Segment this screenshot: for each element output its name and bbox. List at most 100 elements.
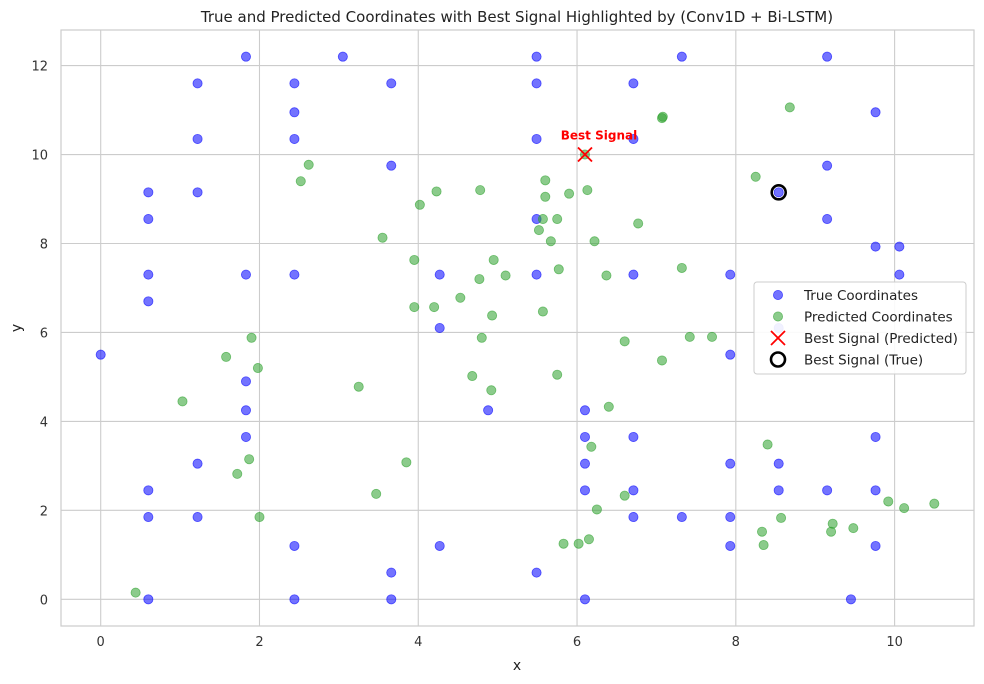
predicted-coordinates-point	[377, 232, 388, 243]
predicted-coordinates-point	[303, 159, 314, 170]
true-coordinates-point	[434, 269, 445, 280]
true-coordinates-point	[192, 187, 203, 198]
legend-label-best-signal-true: Best Signal (True)	[804, 353, 923, 369]
legend-marker-best-signal-true	[769, 351, 787, 368]
y-tick-label: 8	[40, 237, 48, 252]
predicted-coordinates-point	[750, 171, 761, 182]
predicted-coordinates-point	[130, 587, 141, 598]
true-coordinates-point	[337, 51, 348, 62]
true-coordinates-point	[143, 594, 154, 605]
predicted-coordinates-point	[656, 355, 667, 366]
true-coordinates-point	[628, 78, 639, 89]
predicted-coordinates-point	[899, 503, 910, 514]
x-tick-label: 4	[414, 635, 422, 650]
true-coordinates-point	[483, 405, 494, 416]
true-coordinates-point	[845, 594, 856, 605]
x-tick-label: 0	[97, 635, 105, 650]
true-coordinates-point	[192, 133, 203, 144]
true-coordinates-point	[894, 269, 905, 280]
legend-marker-predicted-coordinates	[773, 311, 784, 322]
legend: True Coordinates Predicted Coordinates Bes…	[753, 281, 967, 375]
true-coordinates-point	[386, 594, 397, 605]
true-coordinates-point	[628, 269, 639, 280]
true-coordinates-point	[579, 594, 590, 605]
predicted-coordinates-point	[429, 302, 440, 313]
true-coordinates-point	[822, 51, 833, 62]
true-coordinates-point	[725, 269, 736, 280]
predicted-coordinates-point	[684, 331, 695, 342]
predicted-coordinates-point	[573, 538, 584, 549]
true-coordinates-point	[240, 376, 251, 387]
legend-label-predicted-coordinates: Predicted Coordinates	[804, 310, 953, 326]
true-coordinates-point	[289, 107, 300, 118]
true-coordinates-point	[289, 133, 300, 144]
true-coordinates-point	[434, 322, 445, 333]
true-coordinates-point	[822, 160, 833, 171]
y-tick-label: 4	[40, 415, 48, 430]
x-tick-label: 10	[886, 635, 903, 650]
x-tick-label: 6	[573, 635, 581, 650]
predicted-coordinates-point	[488, 254, 499, 265]
predicted-coordinates-point	[929, 498, 940, 509]
data-points	[95, 51, 940, 605]
predicted-coordinates-point	[500, 270, 511, 281]
predicted-coordinates-point	[409, 254, 420, 265]
legend-marker-best-signal-predicted	[770, 330, 786, 346]
x-marker-stroke	[577, 146, 593, 163]
true-coordinates-point	[870, 241, 881, 252]
true-coordinates-point	[386, 78, 397, 89]
true-coordinates-point	[143, 269, 154, 280]
true-coordinates-point	[531, 51, 542, 62]
true-coordinates-point	[289, 540, 300, 551]
predicted-coordinates-point	[540, 191, 551, 202]
true-coordinates-point	[725, 349, 736, 360]
predicted-coordinates-point	[558, 538, 569, 549]
true-coordinates-point	[628, 485, 639, 496]
true-coordinates-point	[240, 51, 251, 62]
true-coordinates-point	[192, 512, 203, 523]
y-tick-label: 10	[31, 149, 48, 164]
legend-label-best-signal-predicted: Best Signal (Predicted)	[804, 331, 958, 347]
true-coordinates-point	[870, 485, 881, 496]
true-coordinates-point	[143, 485, 154, 496]
predicted-coordinates-point	[827, 518, 838, 529]
true-coordinates-point	[579, 431, 590, 442]
predicted-coordinates-point	[221, 351, 232, 362]
predicted-coordinates-point	[758, 540, 769, 551]
true-coordinates-point	[676, 51, 687, 62]
predicted-coordinates-point	[657, 111, 668, 122]
predicted-coordinates-point	[552, 369, 563, 380]
predicted-coordinates-point	[545, 236, 556, 247]
true-coordinates-point	[192, 458, 203, 469]
true-coordinates-point	[773, 458, 784, 469]
predicted-coordinates-point	[826, 526, 837, 537]
true-coordinates-point	[531, 567, 542, 578]
true-coordinates-point	[870, 540, 881, 551]
predicted-coordinates-point	[246, 332, 257, 343]
true-coordinates-point	[289, 78, 300, 89]
x-axis-label: x	[513, 658, 521, 674]
true-coordinates-point	[773, 187, 784, 198]
predicted-coordinates-point	[476, 332, 487, 343]
predicted-coordinates-point	[848, 523, 859, 534]
predicted-coordinates-point	[676, 262, 687, 273]
predicted-coordinates-point	[353, 381, 364, 392]
predicted-coordinates-point	[540, 175, 551, 186]
true-coordinates-point	[773, 485, 784, 496]
true-coordinates-point	[628, 133, 639, 144]
predicted-coordinates-point	[603, 401, 614, 412]
predicted-coordinates-point	[467, 371, 478, 382]
predicted-coordinates-point	[409, 302, 420, 313]
true-coordinates-point	[289, 594, 300, 605]
best-signal-predicted-point	[577, 146, 593, 163]
chart-title: True and Predicted Coordinates with Best…	[200, 8, 833, 26]
predicted-coordinates-point	[883, 496, 894, 507]
best-signal-annotation: Best Signal	[561, 129, 637, 143]
predicted-coordinates-point	[564, 188, 575, 199]
true-coordinates-point	[870, 431, 881, 442]
predicted-coordinates-point	[784, 102, 795, 113]
predicted-coordinates-point	[591, 504, 602, 515]
true-coordinates-point	[725, 458, 736, 469]
predicted-coordinates-point	[414, 199, 425, 210]
